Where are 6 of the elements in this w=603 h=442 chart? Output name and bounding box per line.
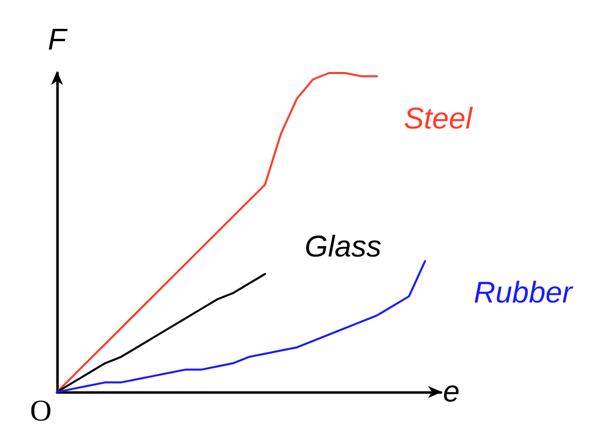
- series-label: Steel: [404, 102, 474, 136]
- x-axis-title: e: [443, 376, 460, 408]
- series-label: Rubber: [474, 276, 574, 310]
- series-label: Glass: [304, 230, 382, 264]
- text: O: [30, 394, 52, 428]
- y-axis-title: F: [48, 24, 68, 56]
